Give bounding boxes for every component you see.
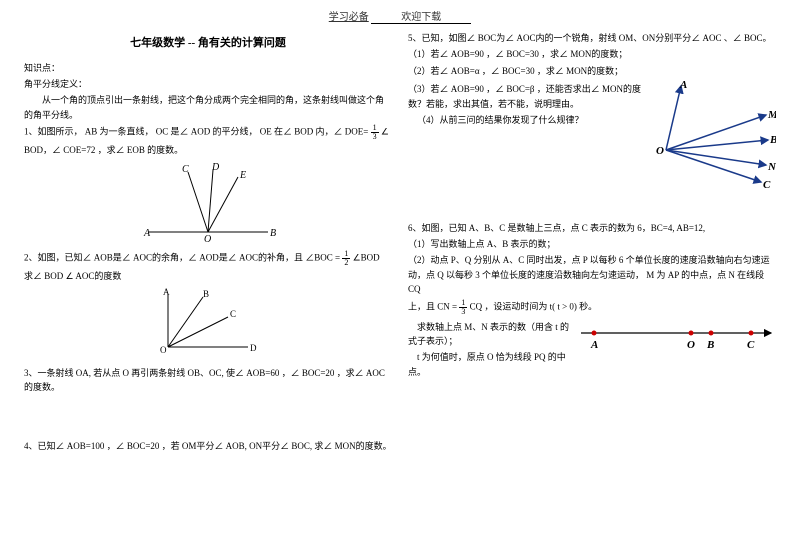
q2-text-c: 求∠ BOD ∠ AOC的度数	[24, 269, 392, 283]
fig2-D: D	[250, 343, 257, 353]
header-label-1: 学习必备	[329, 12, 369, 23]
fig5-B: B	[769, 134, 776, 146]
fig1-C: C	[182, 164, 189, 175]
figure-2-svg: O D C B A	[148, 287, 268, 357]
q6-4: 求数轴上点 M、N 表示的数（用含 t 的式子表示）；	[408, 320, 570, 349]
figure-6-svg: A O B C	[576, 318, 776, 358]
fig1-B: B	[270, 228, 276, 239]
q5-2: （2）若∠ AOB=α ，∠ BOC=30 ，求∠ MON的度数；	[408, 64, 776, 78]
q2-fraction: 1 2	[342, 250, 350, 267]
fig1-D: D	[211, 162, 220, 173]
q6-fraction: 1 3	[459, 299, 467, 316]
fig5-N: N	[767, 161, 776, 173]
q6-intro: 6、如图，已知 A、B、C 是数轴上三点，点 C 表示的数为 6，BC=4, A…	[408, 221, 776, 235]
fig6-O: O	[687, 339, 695, 351]
kps-label: 知识点：	[24, 61, 392, 75]
q4: 4、已知∠ AOB=100 ，∠ BOC=20 ，若 OM平分∠ AOB, ON…	[24, 439, 392, 453]
q1: 1、如图所示， AB 为一条直线， OC 是∠ AOD 的平分线， OE 在∠ …	[24, 124, 392, 141]
figure-2: O D C B A	[24, 287, 392, 361]
kp1-desc: 从一个角的顶点引出一条射线，把这个角分成两个完全相同的角，这条射线叫做这个角的角…	[24, 93, 392, 122]
fig1-A: A	[143, 228, 151, 239]
fig5-C: C	[763, 179, 771, 190]
doc-title: 七年级数学 -- 角有关的计算问题	[24, 35, 392, 53]
q5-row: （3）若∠ AOB=90 ，∠ BOC=β ，还能否求出∠ MON的度数？若能，…	[408, 80, 776, 194]
page-root: 学习必备 欢迎下载 七年级数学 -- 角有关的计算问题 知识点： 角平分线定义：…	[0, 0, 800, 548]
figure-1-svg: A B O C D E	[138, 162, 278, 242]
q1-fraction: 1 3	[371, 124, 379, 141]
columns: 七年级数学 -- 角有关的计算问题 知识点： 角平分线定义： 从一个角的顶点引出…	[0, 29, 800, 455]
fig5-O: O	[656, 145, 664, 157]
fig6-C: C	[747, 339, 755, 351]
fig1-E: E	[239, 170, 246, 181]
q5-intro: 5、已知，如图∠ BOC为∠ AOC内的一个锐角，射线 OM、ON分别平分∠ A…	[408, 31, 776, 45]
left-column: 七年级数学 -- 角有关的计算问题 知识点： 角平分线定义： 从一个角的顶点引出…	[24, 29, 392, 455]
fig2-B: B	[203, 289, 209, 299]
q6-frac-den: 3	[459, 308, 467, 316]
q6-3a: 上，且 CN =	[408, 301, 459, 311]
right-column: 5、已知，如图∠ BOC为∠ AOC内的一个锐角，射线 OM、ON分别平分∠ A…	[408, 29, 776, 455]
q5-text-block: （3）若∠ AOB=90 ，∠ BOC=β ，还能否求出∠ MON的度数？若能，…	[408, 80, 648, 194]
q3: 3、一条射线 OA, 若从点 O 再引两条射线 OB、OC, 使∠ AOB=60…	[24, 366, 392, 395]
q5-3: （3）若∠ AOB=90 ，∠ BOC=β ，还能否求出∠ MON的度数？若能，…	[408, 82, 648, 111]
q6-5: t 为何值时，原点 O 恰为线段 PQ 的中点。	[408, 350, 570, 379]
q1-text-a: 1、如图所示， AB 为一条直线， OC 是∠ AOD 的平分线， OE 在∠ …	[24, 127, 371, 137]
header-label-2: 欢迎下载	[371, 12, 471, 24]
figure-5: A M B N C O	[656, 80, 776, 194]
spacer-1	[24, 397, 392, 437]
fig2-C: C	[230, 309, 236, 319]
q6-3: 上，且 CN = 1 3 CQ ，设运动时间为 t( t > 0) 秒。	[408, 299, 776, 316]
fig5-M: M	[767, 109, 776, 121]
q2-text-b: ∠BOD	[353, 253, 380, 263]
fig6-B: B	[706, 339, 714, 351]
q6-3b: CQ ，设运动时间为 t( t > 0) 秒。	[470, 301, 598, 311]
q6-row: 求数轴上点 M、N 表示的数（用含 t 的式子表示）； t 为何值时，原点 O …	[408, 318, 776, 382]
spacer-2	[408, 195, 776, 219]
q2: 2、如图，已知∠ AOB是∠ AOC的余角，∠ AOD是∠ AOC的补角，且 ∠…	[24, 250, 392, 267]
q5-4: （4）从前三问的结果你发现了什么规律？	[408, 113, 648, 127]
q6-1: （1）写出数轴上点 A、B 表示的数；	[408, 237, 776, 251]
q6-2: （2）动点 P、Q 分别从 A、C 同时出发，点 P 以每秒 6 个单位长度的速…	[408, 253, 776, 296]
page-header: 学习必备 欢迎下载	[0, 0, 800, 29]
fig6-A: A	[590, 339, 598, 351]
kp1: 角平分线定义：	[24, 77, 392, 91]
fig1-O: O	[204, 234, 211, 242]
figure-5-svg: A M B N C O	[656, 80, 776, 190]
fig2-O: O	[160, 345, 167, 355]
figure-1: A B O C D E	[24, 162, 392, 246]
fig2-A: A	[163, 287, 170, 297]
q1-frac-den: 3	[371, 133, 379, 141]
q1-text-b: BOD，∠ COE=72 ，求∠ EOB 的度数。	[24, 143, 392, 157]
q2-text-a: 2、如图，已知∠ AOB是∠ AOC的余角，∠ AOD是∠ AOC的补角，且 ∠…	[24, 253, 342, 263]
q5-1: （1）若∠ AOB=90 ，∠ BOC=30 ，求∠ MON的度数；	[408, 47, 776, 61]
q6-text-block: 求数轴上点 M、N 表示的数（用含 t 的式子表示）； t 为何值时，原点 O …	[408, 318, 570, 382]
figure-6: A O B C	[576, 318, 776, 362]
q2-frac-den: 2	[342, 259, 350, 267]
fig5-A: A	[679, 80, 687, 91]
